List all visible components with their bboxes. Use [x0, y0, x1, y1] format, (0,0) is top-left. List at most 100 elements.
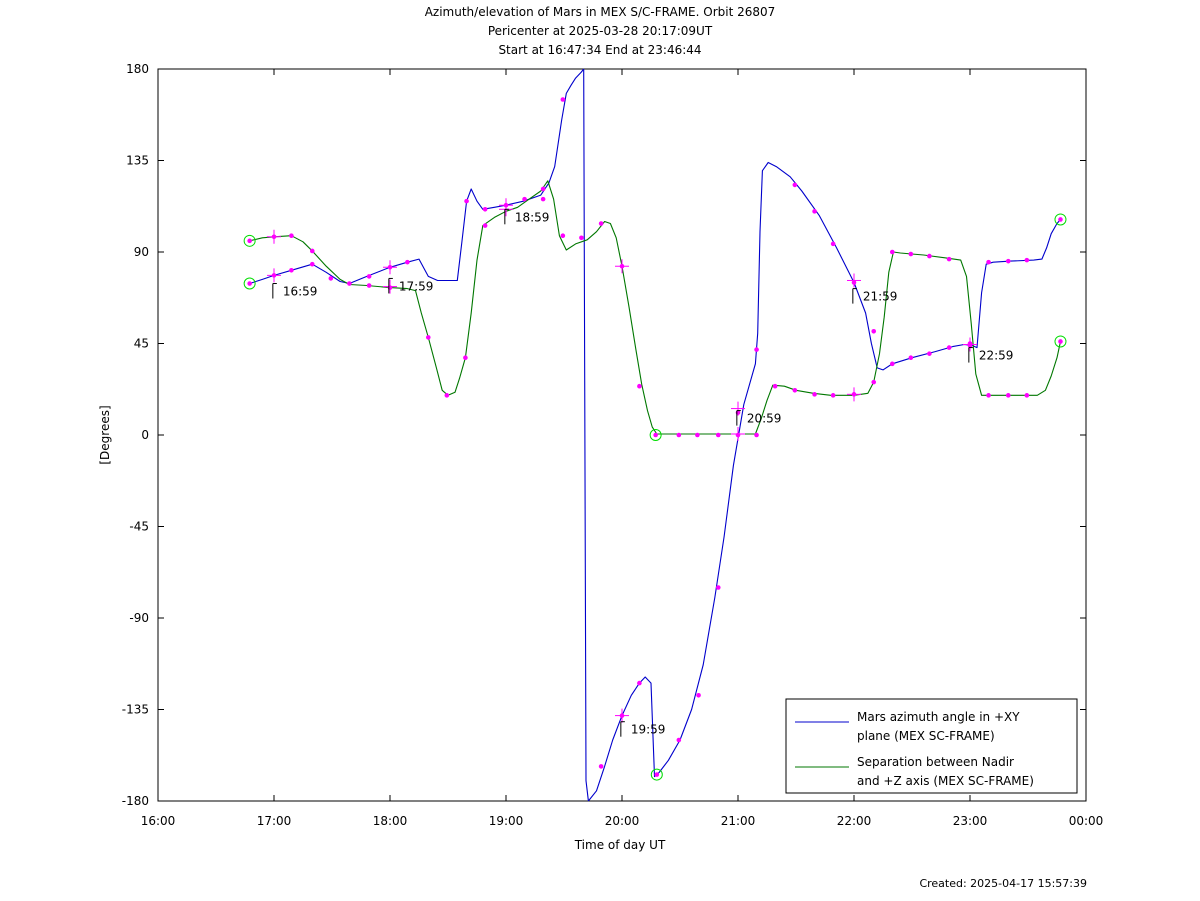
annotation-label: 22:59 — [979, 349, 1014, 363]
data-point-marker — [676, 737, 682, 743]
chart-title: Azimuth/elevation of Mars in MEX S/C-FRA… — [424, 5, 776, 19]
data-point-marker — [1058, 339, 1063, 344]
hour-cross-marker — [847, 273, 861, 288]
legend: Mars azimuth angle in +XY plane (MEX SC-… — [785, 698, 1078, 794]
data-point-marker — [444, 393, 450, 398]
annotation-label: 18:59 — [515, 210, 550, 224]
endpoint-circle-marker — [649, 429, 662, 441]
y-tick-label: -180 — [122, 794, 149, 808]
plot-frame — [157, 68, 1087, 802]
hour-cross-marker — [267, 229, 281, 244]
hour-cross-marker — [963, 337, 977, 352]
data-point-marker — [871, 379, 877, 385]
y-tick-label: -90 — [129, 611, 149, 625]
data-point-marker — [1024, 257, 1030, 263]
data-point-marker — [653, 432, 658, 438]
data-point-marker — [560, 233, 566, 239]
x-tick-label: 19:00 — [489, 814, 524, 828]
y-tick-label: -45 — [129, 520, 149, 534]
data-point-marker — [676, 432, 682, 438]
x-tick-label: 16:00 — [141, 814, 176, 828]
hour-cross-marker — [731, 401, 745, 416]
data-point-marker — [637, 680, 642, 686]
y-tick-label: 45 — [134, 337, 149, 351]
data-point-marker — [309, 248, 315, 254]
marker-layer — [243, 97, 1067, 781]
data-point-marker — [889, 249, 895, 255]
annotation-label: 17:59 — [399, 279, 434, 293]
data-point-marker — [696, 692, 701, 698]
legend-label-separation-line1: Separation between Nadir — [857, 755, 1014, 769]
data-point-marker — [812, 209, 817, 214]
data-point-marker — [598, 764, 604, 769]
data-point-marker — [405, 259, 410, 265]
data-point-marker — [654, 772, 660, 777]
time-annotation: 20:59 — [736, 410, 781, 426]
data-point-marker — [889, 361, 895, 367]
data-point-marker — [482, 207, 488, 212]
data-point-marker — [792, 182, 798, 188]
data-point-marker — [463, 355, 468, 361]
data-point-marker — [366, 283, 372, 288]
y-tick-label: -135 — [122, 703, 149, 717]
azimuth-series-line — [587, 161, 1061, 802]
data-point-marker — [598, 221, 604, 226]
time-annotation: 16:59 — [272, 283, 317, 299]
annotation-label: 19:59 — [631, 723, 666, 737]
time-annotation: 18:59 — [504, 208, 550, 225]
data-point-marker — [522, 196, 527, 202]
legend-label-separation-line2: and +Z axis (MEX SC-FRAME) — [857, 774, 1034, 788]
legend-label-azimuth-line1: Mars azimuth angle in +XY — [857, 710, 1020, 724]
created-timestamp: Created: 2025-04-17 15:57:39 — [919, 877, 1087, 890]
data-point-marker — [579, 235, 584, 241]
data-point-marker — [328, 276, 334, 281]
data-point-marker — [754, 432, 759, 438]
hour-cross-marker — [615, 708, 629, 723]
y-axis-ticks: 180 135 90 45 0 -45 -90 -135 -180 — [122, 62, 1086, 808]
data-point-marker — [946, 256, 952, 262]
time-annotation: 21:59 — [852, 288, 898, 304]
endpoint-circle-marker — [650, 768, 663, 781]
data-point-marker — [347, 281, 352, 286]
x-axis-label: Time of day UT — [574, 838, 666, 852]
data-point-marker — [830, 393, 836, 398]
azimuth-series-line — [249, 68, 585, 285]
x-tick-label: 18:00 — [373, 814, 408, 828]
x-tick-label: 23:00 — [953, 814, 988, 828]
hour-cross-marker — [847, 387, 861, 402]
data-point-marker — [366, 274, 372, 279]
data-point-marker — [289, 233, 294, 239]
data-point-marker — [715, 585, 721, 590]
data-point-marker — [1058, 217, 1063, 222]
data-point-marker — [540, 186, 546, 192]
y-tick-label: 135 — [126, 154, 149, 168]
data-point-marker — [927, 351, 932, 356]
y-tick-label: 90 — [134, 245, 149, 259]
series-layer — [249, 68, 1062, 802]
time-annotation: 22:59 — [968, 347, 1014, 363]
x-tick-label: 21:00 — [721, 814, 756, 828]
endpoint-circle-marker — [243, 234, 256, 247]
data-point-marker — [908, 251, 914, 257]
data-point-marker — [247, 281, 252, 286]
y-axis-label: [Degrees] — [98, 405, 112, 464]
chart-subtitle-start-end: Start at 16:47:34 End at 23:46:44 — [498, 43, 702, 57]
x-tick-label: 20:00 — [605, 814, 640, 828]
data-point-marker — [695, 432, 700, 438]
annotation-label: 21:59 — [863, 290, 898, 304]
data-point-marker — [289, 268, 294, 273]
x-tick-label: 00:00 — [1069, 814, 1104, 828]
hour-cross-marker — [615, 259, 629, 274]
endpoint-circle-marker — [1054, 213, 1067, 226]
data-point-marker — [482, 223, 488, 228]
data-point-marker — [540, 196, 546, 202]
azimuth-series-line — [583, 68, 589, 802]
data-point-marker — [560, 97, 566, 102]
separation-series-line — [249, 180, 1062, 435]
endpoint-circle-marker — [1054, 335, 1067, 348]
data-point-marker — [637, 383, 642, 389]
x-axis-ticks: 16:00 17:00 18:00 19:00 20:00 21:00 22:00 23:00… — [141, 69, 1104, 828]
hour-cross-marker — [267, 268, 281, 283]
data-point-marker — [247, 238, 252, 244]
